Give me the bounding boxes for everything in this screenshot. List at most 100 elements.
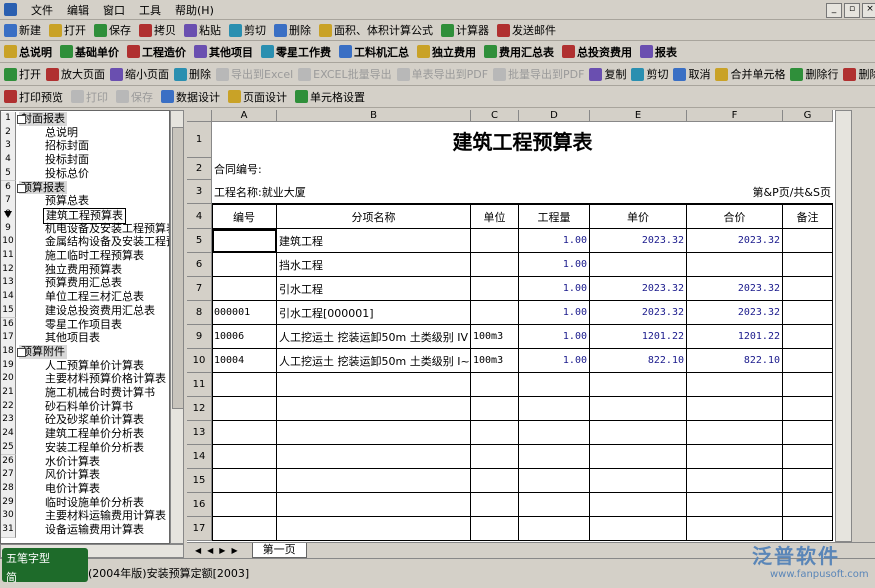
row-header[interactable]: 3 xyxy=(187,180,212,204)
cell[interactable] xyxy=(783,277,833,301)
sheet-title[interactable]: 建筑工程预算表 xyxy=(452,129,593,154)
column-title[interactable]: 合价 xyxy=(687,204,783,229)
cell[interactable] xyxy=(783,325,833,349)
tree-group[interactable]: 封面报表 xyxy=(19,112,67,126)
cell[interactable] xyxy=(590,253,687,277)
cell[interactable] xyxy=(212,229,277,253)
cell[interactable] xyxy=(687,421,783,445)
toolbar-button[interactable]: 报表 xyxy=(640,44,677,60)
cell[interactable]: 1201.22 xyxy=(590,325,687,349)
cell[interactable]: 引水工程 xyxy=(277,277,471,301)
cell[interactable] xyxy=(212,253,277,277)
toolbar-button[interactable]: 粘贴 xyxy=(184,22,221,38)
tree-expander[interactable] xyxy=(17,183,26,193)
cell[interactable]: 1.00 xyxy=(519,325,590,349)
column-header[interactable]: B xyxy=(277,110,471,122)
tree-item[interactable]: 投标封面 xyxy=(45,153,89,167)
toolbar-button[interactable]: 零星工作费 xyxy=(261,44,331,60)
cell[interactable] xyxy=(471,493,519,517)
cell[interactable] xyxy=(783,421,833,445)
row-header[interactable]: 14 xyxy=(187,445,212,469)
cell[interactable]: 1.00 xyxy=(519,229,590,253)
cell[interactable]: 1.00 xyxy=(519,277,590,301)
cell[interactable] xyxy=(590,517,687,541)
cell[interactable] xyxy=(519,445,590,469)
cell[interactable]: 2023.32 xyxy=(687,301,783,325)
tree-item[interactable]: 单位工程三材汇总表 xyxy=(45,290,144,304)
tree-item[interactable]: 预算费用汇总表 xyxy=(45,276,122,290)
tree-expander[interactable] xyxy=(17,347,26,357)
row-header[interactable]: 17 xyxy=(187,517,212,541)
tree-item[interactable]: 施工机械台时费计算书 xyxy=(45,386,155,399)
row-header[interactable]: 13 xyxy=(187,421,212,445)
cell[interactable]: 建筑工程 xyxy=(277,229,471,253)
cell[interactable] xyxy=(277,397,471,421)
tree-item[interactable]: 投标总价 xyxy=(45,166,89,180)
menu-item[interactable]: 帮助(H) xyxy=(175,3,214,17)
tree-item[interactable]: 水价计算表 xyxy=(45,454,100,468)
cell[interactable] xyxy=(590,445,687,469)
toolbar-button[interactable]: 取消 xyxy=(673,66,710,82)
cell[interactable] xyxy=(277,421,471,445)
cell[interactable] xyxy=(212,493,277,517)
menu-item[interactable]: 编辑 xyxy=(67,3,89,17)
cell[interactable] xyxy=(471,253,519,277)
cell[interactable] xyxy=(783,397,833,421)
menu-item[interactable]: 文件 xyxy=(31,3,53,17)
toolbar-button[interactable]: 放大页面 xyxy=(46,66,105,82)
column-header[interactable]: E xyxy=(590,110,687,122)
column-title[interactable]: 工程量 xyxy=(519,204,590,229)
cell[interactable] xyxy=(471,373,519,397)
cell[interactable] xyxy=(471,301,519,325)
tree-item[interactable]: 主要材料预算价格计算表 xyxy=(45,372,166,386)
tree-item[interactable]: 安装工程单价分析表 xyxy=(45,440,144,454)
column-header[interactable]: F xyxy=(687,110,783,122)
cell[interactable] xyxy=(687,373,783,397)
tree-item[interactable]: 建筑工程预算表 xyxy=(43,207,126,224)
toolbar-button[interactable]: 打印预览 xyxy=(4,89,63,105)
cell[interactable]: 2023.32 xyxy=(590,277,687,301)
cell[interactable]: 822.10 xyxy=(590,349,687,373)
cell[interactable] xyxy=(783,493,833,517)
cell[interactable]: 人工挖运土 挖装运卸50m 土类级别 I~II xyxy=(277,349,471,373)
cell[interactable] xyxy=(687,397,783,421)
cell[interactable]: 引水工程[000001] xyxy=(277,301,471,325)
column-title[interactable]: 备注 xyxy=(783,204,833,229)
contract-number[interactable]: 合同编号: xyxy=(214,163,262,176)
ime-panel[interactable]: 五笔字型 简 xyxy=(2,548,88,584)
cell[interactable] xyxy=(277,445,471,469)
cell[interactable] xyxy=(590,493,687,517)
cell[interactable] xyxy=(471,469,519,493)
cell[interactable]: 2023.32 xyxy=(687,277,783,301)
cell[interactable] xyxy=(471,277,519,301)
cell[interactable] xyxy=(590,421,687,445)
tree-group[interactable]: 预算附件 xyxy=(19,344,67,359)
cell[interactable] xyxy=(519,517,590,541)
cell[interactable]: 1.00 xyxy=(519,349,590,373)
row-header[interactable]: 11 xyxy=(187,373,212,397)
page-number[interactable]: 第&P页/共&S页 xyxy=(590,180,833,204)
tree-group[interactable]: 预算报表 xyxy=(19,180,67,195)
row-header[interactable]: 6 xyxy=(187,253,212,277)
cell[interactable]: 000001 xyxy=(212,301,277,325)
toolbar-button[interactable]: 基础单价 xyxy=(60,44,119,60)
cell[interactable]: 1201.22 xyxy=(687,325,783,349)
cell[interactable] xyxy=(471,445,519,469)
row-header[interactable]: 5 xyxy=(187,229,212,253)
row-header[interactable]: 1 xyxy=(187,122,212,158)
cell[interactable] xyxy=(212,517,277,541)
row-header[interactable]: 16 xyxy=(187,493,212,517)
row-header[interactable]: 9 xyxy=(187,325,212,349)
tree-item[interactable]: 其他项目表 xyxy=(45,331,100,345)
cell[interactable] xyxy=(212,421,277,445)
toolbar-button[interactable]: 打开 xyxy=(49,22,86,38)
tree-item[interactable]: 砂石料单价计算书 xyxy=(45,399,133,413)
tree-scrollbar[interactable] xyxy=(170,110,184,544)
toolbar-button[interactable]: 总投资费用 xyxy=(562,44,632,60)
cell[interactable] xyxy=(277,517,471,541)
toolbar-button[interactable]: 计算器 xyxy=(441,22,489,38)
cell[interactable]: 1.00 xyxy=(519,253,590,277)
cell[interactable] xyxy=(212,445,277,469)
toolbar-button[interactable]: 缩小页面 xyxy=(110,66,169,82)
minimize-button[interactable]: _ xyxy=(826,3,842,18)
